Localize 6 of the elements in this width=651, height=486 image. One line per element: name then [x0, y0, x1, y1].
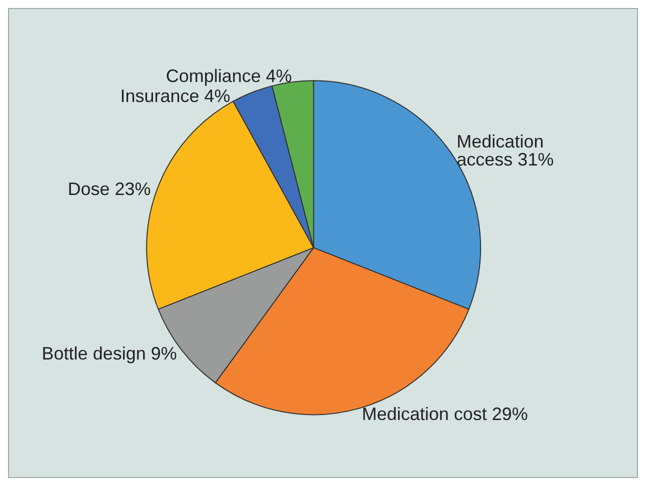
slice-label: Medication access 31%	[456, 131, 554, 170]
slice-label: Medication cost 29%	[362, 404, 528, 424]
slice-label: Compliance 4%	[166, 66, 292, 86]
slice-label: Bottle design 9%	[42, 344, 177, 364]
slice-label: Dose 23%	[68, 179, 151, 200]
slice-label: Insurance 4%	[120, 86, 230, 106]
